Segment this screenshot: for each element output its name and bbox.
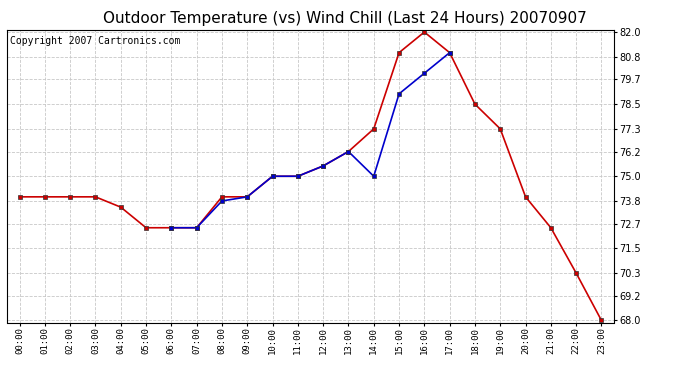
Text: Copyright 2007 Cartronics.com: Copyright 2007 Cartronics.com bbox=[10, 36, 180, 46]
Text: Outdoor Temperature (vs) Wind Chill (Last 24 Hours) 20070907: Outdoor Temperature (vs) Wind Chill (Las… bbox=[103, 11, 587, 26]
